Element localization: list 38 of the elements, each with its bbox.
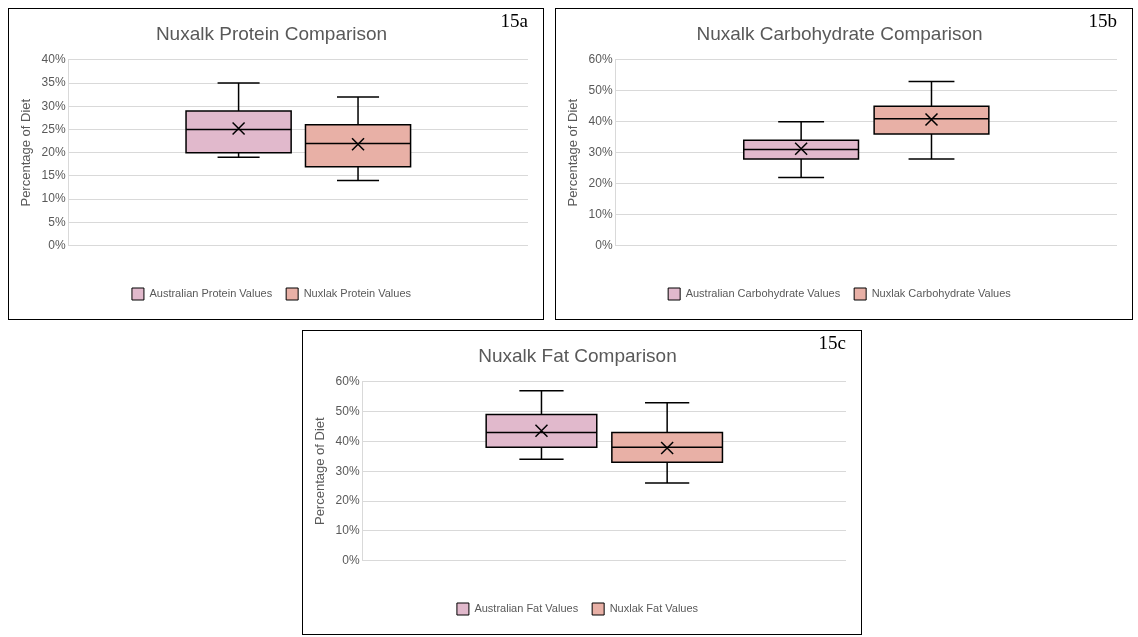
- y-tick-label: 0%: [595, 237, 613, 252]
- chart-title: Nuxalk Carbohydrate Comparison: [696, 22, 983, 44]
- y-tick-label: 35%: [41, 75, 66, 90]
- y-tick-label: 25%: [41, 121, 66, 136]
- y-tick-label: 30%: [335, 463, 360, 478]
- y-tick-label: 40%: [41, 52, 66, 67]
- y-tick-label: 50%: [335, 403, 360, 418]
- y-tick-label: 20%: [41, 145, 66, 160]
- y-tick-label: 20%: [335, 493, 360, 508]
- text: 15a: [500, 10, 529, 32]
- y-tick-label: 10%: [588, 206, 613, 221]
- y-tick-label: 30%: [41, 98, 66, 113]
- y-tick-label: 0%: [342, 552, 360, 567]
- y-tick-label: 60%: [335, 374, 360, 389]
- y-axis-title: Percentage of Diet: [18, 98, 34, 207]
- y-tick-label: 30%: [588, 145, 613, 160]
- y-tick-label: 15%: [41, 168, 66, 183]
- text: 15c: [818, 332, 846, 354]
- y-tick-label: 10%: [41, 191, 66, 206]
- text: 15b: [1088, 10, 1117, 32]
- chart-title: Nuxalk Protein Comparison: [155, 22, 388, 44]
- legend-label: Nuxlak Protein Values: [303, 287, 412, 300]
- y-tick-label: 0%: [48, 237, 66, 252]
- y-tick-label: 40%: [335, 433, 360, 448]
- y-tick-label: 10%: [335, 523, 360, 538]
- legend-label: Australian Carbohydrate Values: [685, 287, 841, 300]
- legend-label: Australian Fat Values: [474, 602, 579, 615]
- legend-label: Nuxlak Carbohydrate Values: [871, 287, 1012, 300]
- legend-label: Nuxlak Fat Values: [609, 602, 699, 615]
- y-tick-label: 60%: [588, 52, 613, 67]
- y-tick-label: 40%: [588, 114, 613, 129]
- y-axis-title: Percentage of Diet: [312, 416, 328, 526]
- y-axis-title: Percentage of Diet: [565, 98, 581, 207]
- chart-title: Nuxalk Fat Comparison: [478, 344, 677, 366]
- y-tick-label: 5%: [48, 214, 66, 229]
- y-tick-label: 50%: [588, 83, 613, 98]
- y-tick-label: 20%: [588, 175, 613, 190]
- legend-label: Australian Protein Values: [149, 287, 273, 300]
